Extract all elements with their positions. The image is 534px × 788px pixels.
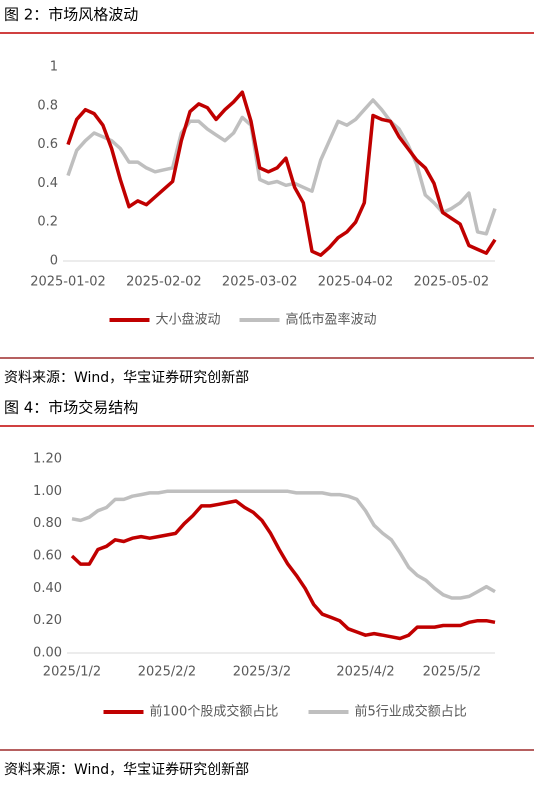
x-tick-label: 2025/5/2 xyxy=(423,665,481,680)
y-tick-label: 0 xyxy=(50,254,58,269)
x-tick-label: 2025/3/2 xyxy=(233,665,291,680)
y-tick-label: 0.20 xyxy=(33,613,62,628)
figure-caption: 图 2：市场风格波动 xyxy=(4,6,138,24)
x-tick-label: 2025-05-02 xyxy=(414,275,490,290)
x-tick-label: 2025/1/2 xyxy=(43,665,101,680)
y-tick-label: 0.6 xyxy=(37,137,58,152)
y-tick-label: 1.00 xyxy=(33,484,62,499)
line-series xyxy=(70,499,496,641)
y-tick-label: 0.40 xyxy=(33,581,62,596)
y-tick-label: 0.4 xyxy=(37,176,58,191)
legend-label: 高低市盈率波动 xyxy=(286,312,377,328)
source-note: 资料来源：Wind，华宝证券研究创新部 xyxy=(4,762,249,778)
y-tick-label: 1 xyxy=(50,60,58,75)
x-tick-label: 2025-04-02 xyxy=(318,275,394,290)
legend-label: 大小盘波动 xyxy=(156,312,221,328)
legend-label: 前100个股成交额占比 xyxy=(150,704,279,720)
y-tick-label: 0.00 xyxy=(33,646,62,661)
y-tick-label: 0.8 xyxy=(37,98,58,113)
y-tick-label: 1.20 xyxy=(33,452,62,467)
x-tick-label: 2025-03-02 xyxy=(222,275,298,290)
x-tick-label: 2025/4/2 xyxy=(336,665,394,680)
x-tick-label: 2025-02-02 xyxy=(126,275,202,290)
y-tick-label: 0.80 xyxy=(33,516,62,531)
y-tick-label: 0.2 xyxy=(37,215,58,230)
line-series xyxy=(71,489,496,600)
legend-label: 前5行业成交额占比 xyxy=(355,704,467,720)
x-tick-label: 2025-01-02 xyxy=(30,275,106,290)
y-tick-label: 0.60 xyxy=(33,549,62,564)
figure-caption: 图 4：市场交易结构 xyxy=(4,399,138,417)
line-series xyxy=(66,90,497,257)
x-tick-label: 2025/2/2 xyxy=(138,665,196,680)
source-note: 资料来源：Wind，华宝证券研究创新部 xyxy=(4,370,249,386)
line-series xyxy=(66,98,497,236)
